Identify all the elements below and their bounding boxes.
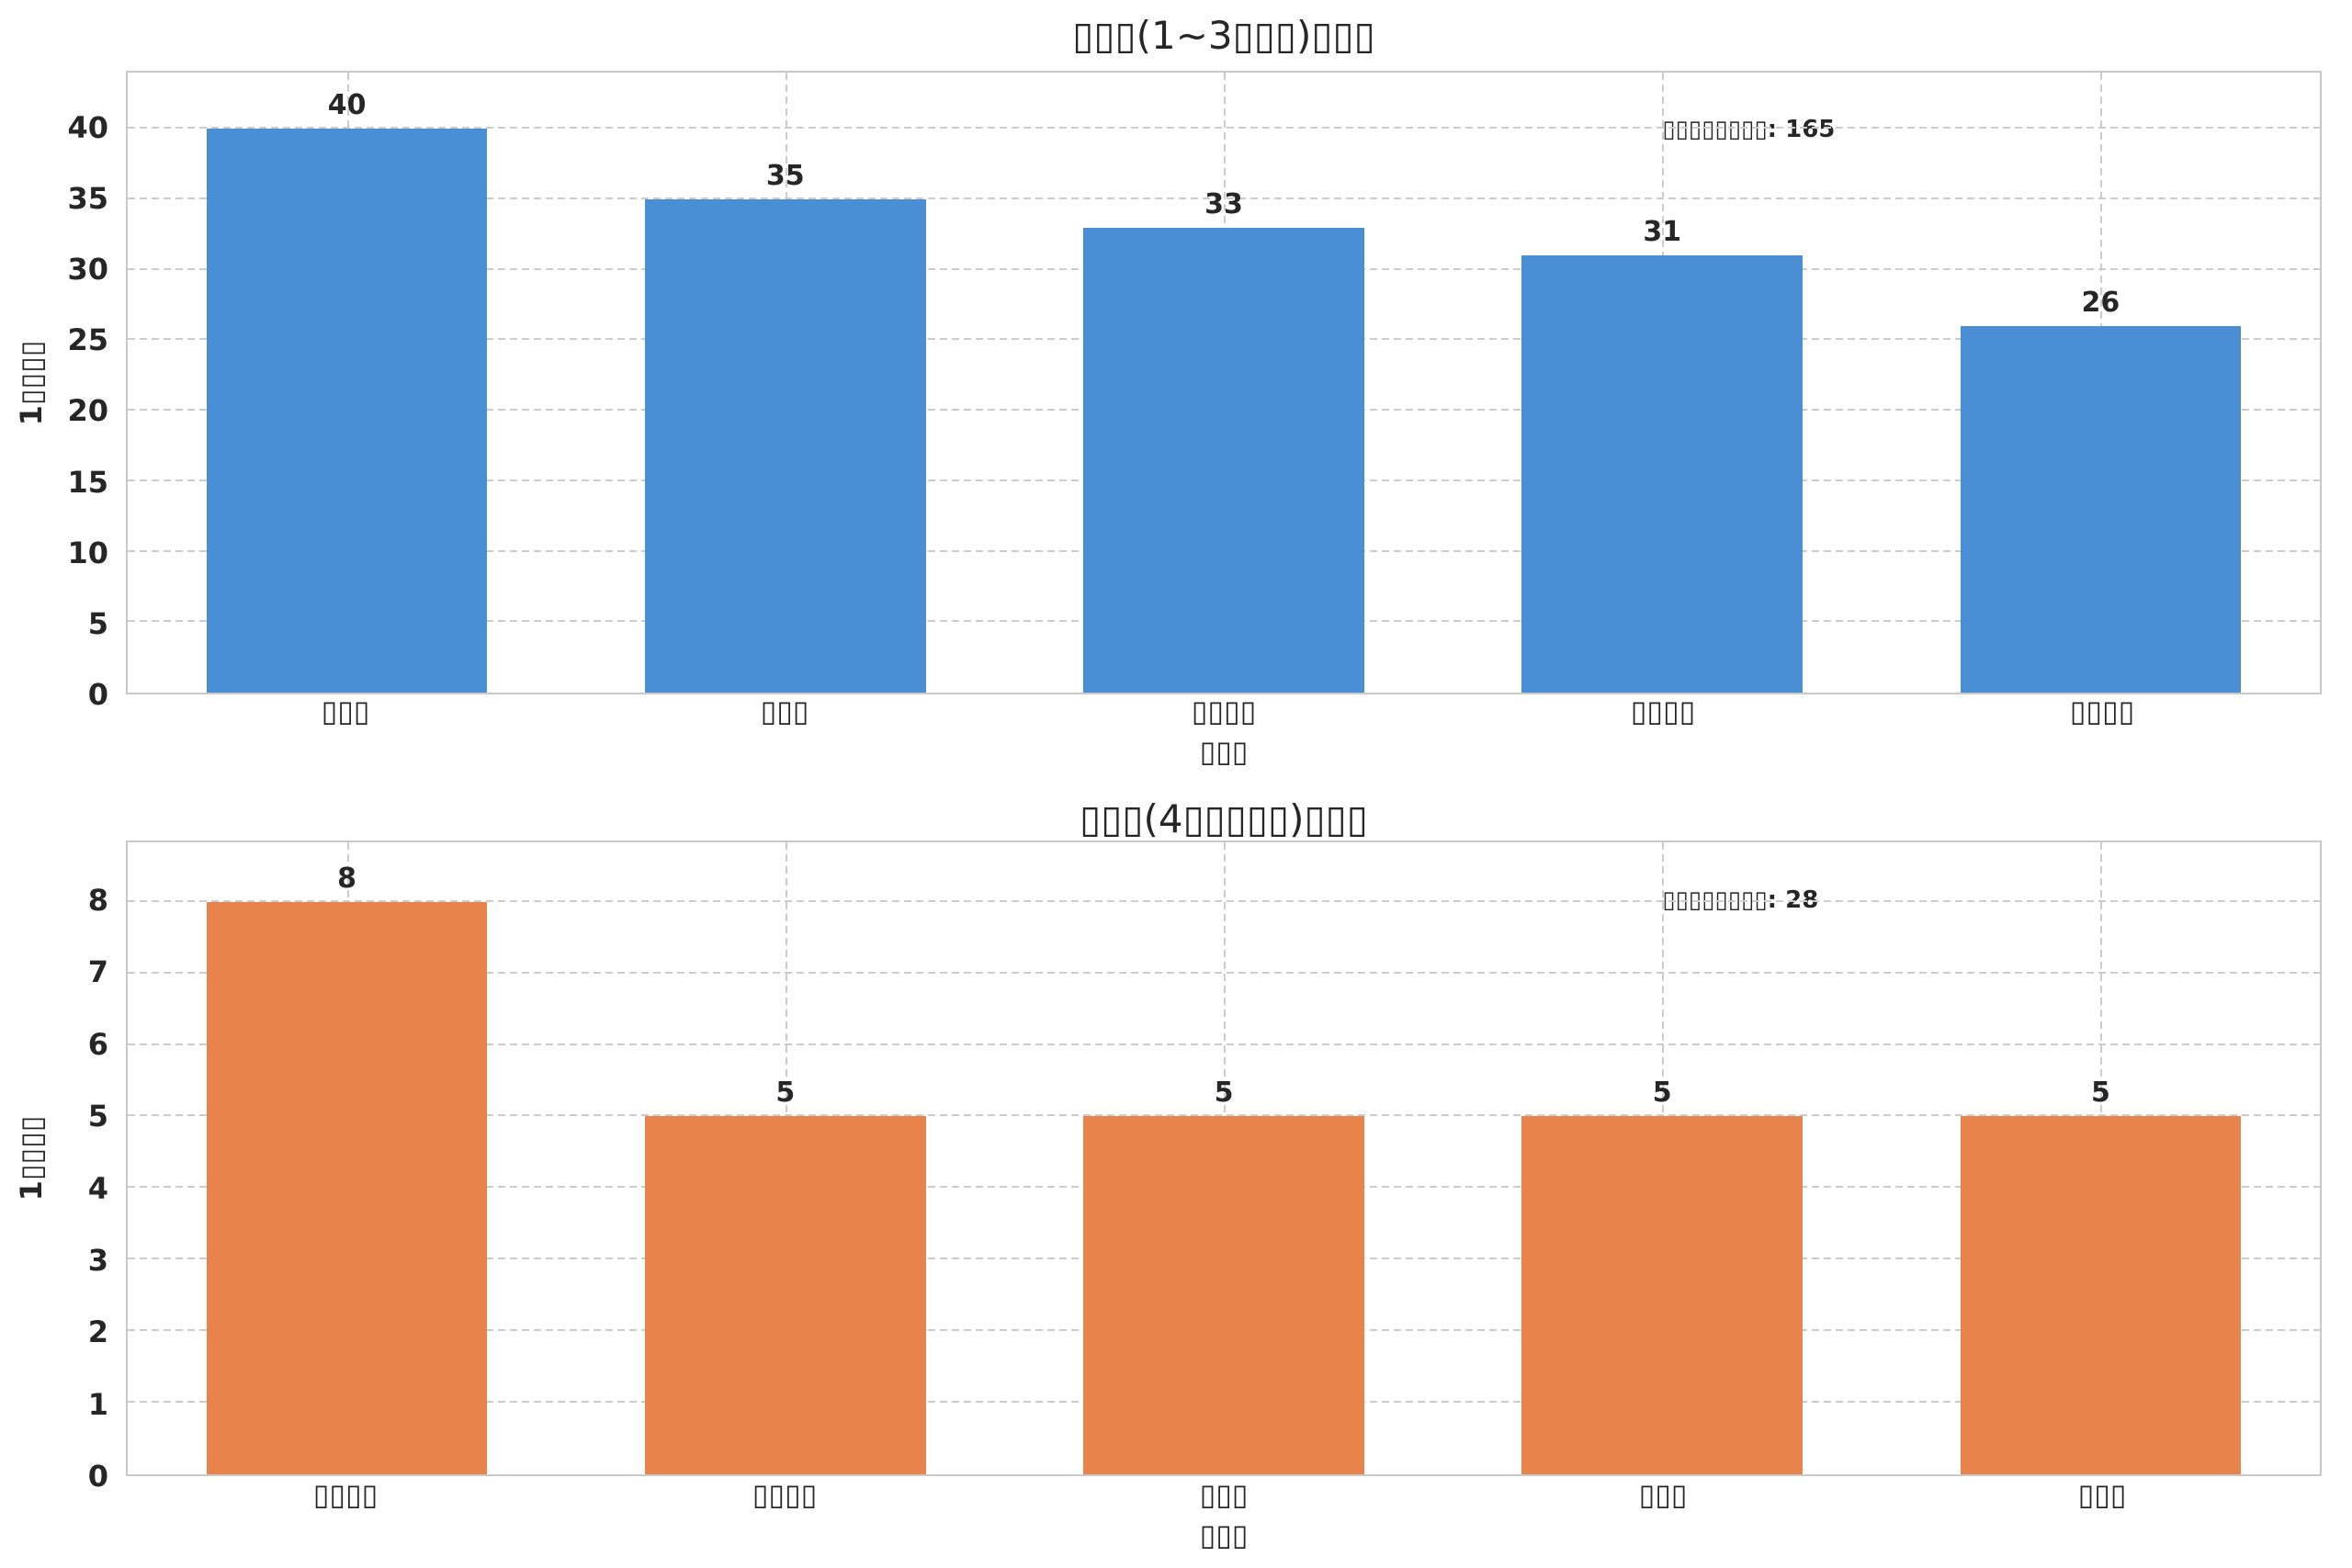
bar <box>206 129 488 693</box>
y-tick-label: 10 <box>67 535 108 570</box>
bar-value-label: 5 <box>775 1077 796 1110</box>
y-tick-label: 6 <box>87 1026 108 1062</box>
x-axis-ticks: ▯▯▯▯ ▯▯▯▯ ▯▯▯ ▯▯▯ ▯▯▯ <box>126 1480 2322 1517</box>
chart-title: ▯▯▯(4▯▯▯▯▯)▯▯▯ <box>1080 796 1368 841</box>
y-axis-ticks: 0 1 2 3 4 5 6 7 8 <box>0 840 108 1491</box>
y-tick-label: 5 <box>87 1099 108 1134</box>
plot-area: ▯▯▯▯▯▯▯▯: 165 40 35 33 31 26 <box>126 71 2322 694</box>
x-axis-title: ▯▯▯ <box>1199 1517 1249 1552</box>
chart-title: ▯▯▯(1~3▯▯▯)▯▯▯ <box>1072 13 1375 58</box>
y-tick-label: 5 <box>87 605 108 641</box>
bar <box>1521 1116 1803 1474</box>
x-tick-label: ▯▯▯ <box>2077 1477 2127 1512</box>
bar-value-label: 5 <box>1214 1077 1234 1110</box>
bar <box>645 1116 926 1474</box>
y-tick-label: 30 <box>67 252 108 288</box>
x-tick-label: ▯▯▯ <box>1638 1477 1688 1512</box>
y-tick-label: 0 <box>87 677 108 712</box>
bar <box>1960 326 2242 693</box>
bar-value-label: 35 <box>765 160 805 193</box>
y-tick-label: 40 <box>67 109 108 145</box>
bar-value-label: 8 <box>337 862 357 895</box>
x-tick-label: ▯▯▯▯ <box>1191 694 1257 728</box>
x-axis-ticks: ▯▯▯ ▯▯▯ ▯▯▯▯ ▯▯▯▯ ▯▯▯▯ <box>126 696 2322 733</box>
bar-value-label: 26 <box>2081 287 2120 320</box>
x-tick-label: ▯▯▯ <box>321 694 370 728</box>
bar-value-label: 40 <box>327 89 367 122</box>
y-tick-label: 20 <box>67 393 108 429</box>
bar <box>1960 1116 2242 1474</box>
bar <box>1083 1116 1364 1474</box>
y-axis-ticks: 0 5 10 15 20 25 30 35 40 <box>0 71 108 709</box>
total-annotation: ▯▯▯▯▯▯▯▯: 165 <box>1662 116 1836 144</box>
x-tick-label: ▯▯▯▯ <box>312 1477 379 1512</box>
y-tick-label: 4 <box>87 1170 108 1206</box>
x-tick-label: ▯▯▯▯ <box>1630 694 1696 728</box>
bar-value-label: 5 <box>1652 1077 1672 1110</box>
x-tick-label: ▯▯▯ <box>760 694 809 728</box>
chart-panel-top: ▯▯▯(1~3▯▯▯)▯▯▯ 1▯▯▯▯ ▯▯▯▯▯▯▯▯: 165 40 35 3… <box>0 13 2322 769</box>
bar-value-label: 33 <box>1204 187 1243 220</box>
y-tick-label: 0 <box>87 1459 108 1494</box>
x-tick-label: ▯▯▯▯ <box>752 1477 818 1512</box>
x-tick-label: ▯▯▯▯ <box>2069 694 2135 728</box>
x-tick-label: ▯▯▯ <box>1199 1477 1249 1512</box>
bar-value-label: 5 <box>2090 1077 2110 1110</box>
bar <box>1521 255 1803 693</box>
x-axis-title: ▯▯▯ <box>1199 734 1249 769</box>
bar <box>1083 227 1364 693</box>
y-tick-label: 35 <box>67 180 108 216</box>
y-tick-label: 25 <box>67 322 108 358</box>
bar-value-label: 31 <box>1643 216 1682 249</box>
y-tick-label: 2 <box>87 1314 108 1350</box>
y-tick-label: 1 <box>87 1386 108 1422</box>
y-tick-label: 15 <box>67 464 108 500</box>
y-tick-label: 3 <box>87 1242 108 1278</box>
y-tick-label: 7 <box>87 954 108 990</box>
y-tick-label: 8 <box>87 883 108 919</box>
bar <box>645 199 926 693</box>
bar <box>206 901 488 1474</box>
